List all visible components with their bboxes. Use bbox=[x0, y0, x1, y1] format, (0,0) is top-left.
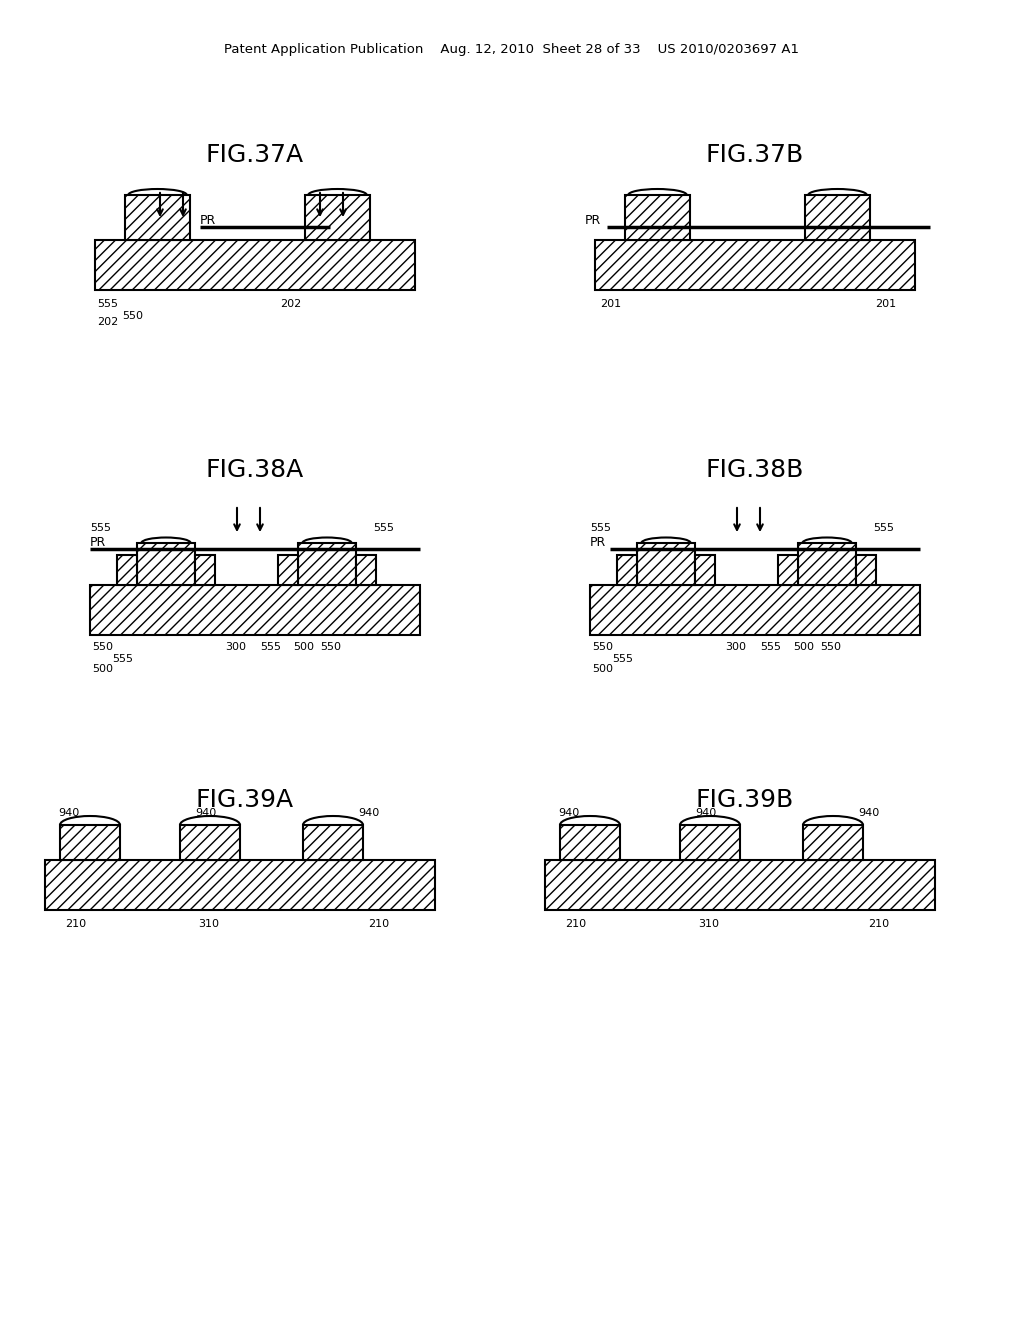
Text: 201: 201 bbox=[600, 300, 622, 309]
Bar bbox=[305, 195, 370, 240]
Text: 500: 500 bbox=[592, 664, 613, 675]
Text: 940: 940 bbox=[195, 808, 216, 818]
Text: 201: 201 bbox=[874, 300, 896, 309]
Text: 550: 550 bbox=[92, 642, 113, 652]
Text: 555: 555 bbox=[373, 523, 394, 533]
Text: 940: 940 bbox=[58, 808, 79, 818]
Bar bbox=[778, 554, 798, 585]
Text: 550: 550 bbox=[319, 642, 341, 652]
Bar bbox=[60, 825, 120, 861]
Bar bbox=[590, 585, 920, 635]
Bar bbox=[856, 554, 876, 585]
Text: 940: 940 bbox=[558, 808, 580, 818]
Bar bbox=[545, 861, 935, 909]
Text: 940: 940 bbox=[858, 808, 880, 818]
Bar bbox=[560, 825, 620, 861]
Text: 500: 500 bbox=[793, 642, 814, 652]
Text: 555: 555 bbox=[260, 642, 281, 652]
Text: 555: 555 bbox=[873, 523, 894, 533]
Text: FIG.38A: FIG.38A bbox=[206, 458, 304, 482]
Bar bbox=[303, 825, 362, 861]
Text: 555: 555 bbox=[112, 653, 133, 664]
Bar bbox=[278, 554, 298, 585]
Text: 550: 550 bbox=[122, 312, 143, 321]
Text: PR: PR bbox=[585, 214, 601, 227]
Text: 210: 210 bbox=[65, 919, 86, 929]
Bar bbox=[625, 195, 690, 240]
Bar bbox=[798, 543, 856, 585]
Text: 310: 310 bbox=[198, 919, 219, 929]
Text: 202: 202 bbox=[280, 300, 301, 309]
Text: 210: 210 bbox=[868, 919, 889, 929]
Text: PR: PR bbox=[200, 214, 216, 227]
Bar bbox=[125, 195, 190, 240]
Bar bbox=[195, 554, 215, 585]
Text: 500: 500 bbox=[293, 642, 314, 652]
Text: FIG.37A: FIG.37A bbox=[206, 143, 304, 168]
Bar bbox=[45, 861, 435, 909]
Text: Patent Application Publication    Aug. 12, 2010  Sheet 28 of 33    US 2010/02036: Patent Application Publication Aug. 12, … bbox=[224, 44, 800, 57]
Text: 500: 500 bbox=[92, 664, 113, 675]
Text: PR: PR bbox=[590, 536, 606, 549]
Bar bbox=[356, 554, 376, 585]
Text: 210: 210 bbox=[565, 919, 586, 929]
Text: 550: 550 bbox=[820, 642, 841, 652]
Text: 310: 310 bbox=[698, 919, 719, 929]
Bar bbox=[180, 825, 240, 861]
Text: 940: 940 bbox=[358, 808, 379, 818]
Bar bbox=[617, 554, 637, 585]
Text: FIG.37B: FIG.37B bbox=[706, 143, 804, 168]
Bar bbox=[637, 543, 695, 585]
Bar bbox=[805, 195, 870, 240]
Text: 300: 300 bbox=[725, 642, 746, 652]
Bar bbox=[95, 240, 415, 290]
Bar bbox=[298, 543, 356, 585]
Text: 555: 555 bbox=[90, 523, 111, 533]
Text: PR: PR bbox=[90, 536, 106, 549]
Text: 940: 940 bbox=[695, 808, 716, 818]
Text: FIG.38B: FIG.38B bbox=[706, 458, 804, 482]
Bar bbox=[595, 240, 915, 290]
Bar bbox=[680, 825, 740, 861]
Text: 555: 555 bbox=[590, 523, 611, 533]
Bar bbox=[137, 543, 195, 585]
Text: 210: 210 bbox=[368, 919, 389, 929]
Bar bbox=[90, 585, 420, 635]
Text: 555: 555 bbox=[612, 653, 633, 664]
Text: 300: 300 bbox=[225, 642, 246, 652]
Text: 555: 555 bbox=[760, 642, 781, 652]
Text: 202: 202 bbox=[97, 317, 118, 327]
Text: FIG.39B: FIG.39B bbox=[696, 788, 795, 812]
Text: FIG.39A: FIG.39A bbox=[196, 788, 294, 812]
Text: 550: 550 bbox=[592, 642, 613, 652]
Bar bbox=[117, 554, 137, 585]
Text: 555: 555 bbox=[97, 300, 118, 309]
Bar bbox=[803, 825, 863, 861]
Bar bbox=[695, 554, 715, 585]
